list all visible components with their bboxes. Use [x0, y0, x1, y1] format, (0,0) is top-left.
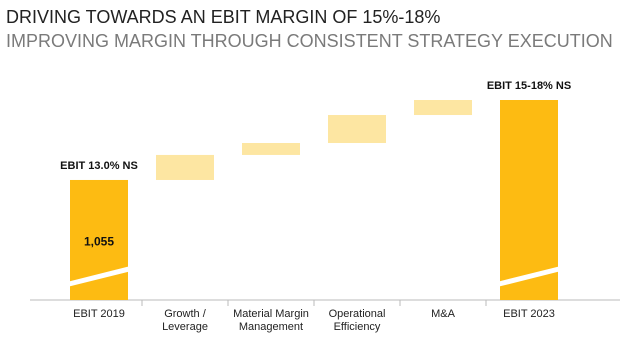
bar	[328, 115, 386, 144]
bar	[500, 100, 558, 300]
x-tick-label: EBIT 2019	[73, 308, 125, 320]
bar-annotation: EBIT 13.0% NS	[60, 160, 138, 172]
x-tick-label: Growth / Leverage	[162, 308, 208, 333]
chart-subtitle: IMPROVING MARGIN THROUGH CONSISTENT STRA…	[6, 31, 613, 51]
bar	[242, 143, 300, 155]
scale-break	[498, 266, 560, 287]
x-tick-label: M&A	[431, 308, 455, 320]
chart-title: DRIVING TOWARDS AN EBIT MARGIN OF 15%-18…	[6, 7, 440, 27]
bar	[414, 100, 472, 116]
x-tick-label: EBIT 2023	[503, 308, 555, 320]
value-label: 1,055	[84, 235, 114, 249]
bar-annotation: EBIT 15-18% NS	[487, 80, 571, 92]
x-tick-label: Operational Efficiency	[328, 308, 386, 333]
bar	[156, 154, 214, 180]
x-tick-label: Material Margin Management	[233, 308, 309, 333]
scale-break	[68, 266, 130, 287]
